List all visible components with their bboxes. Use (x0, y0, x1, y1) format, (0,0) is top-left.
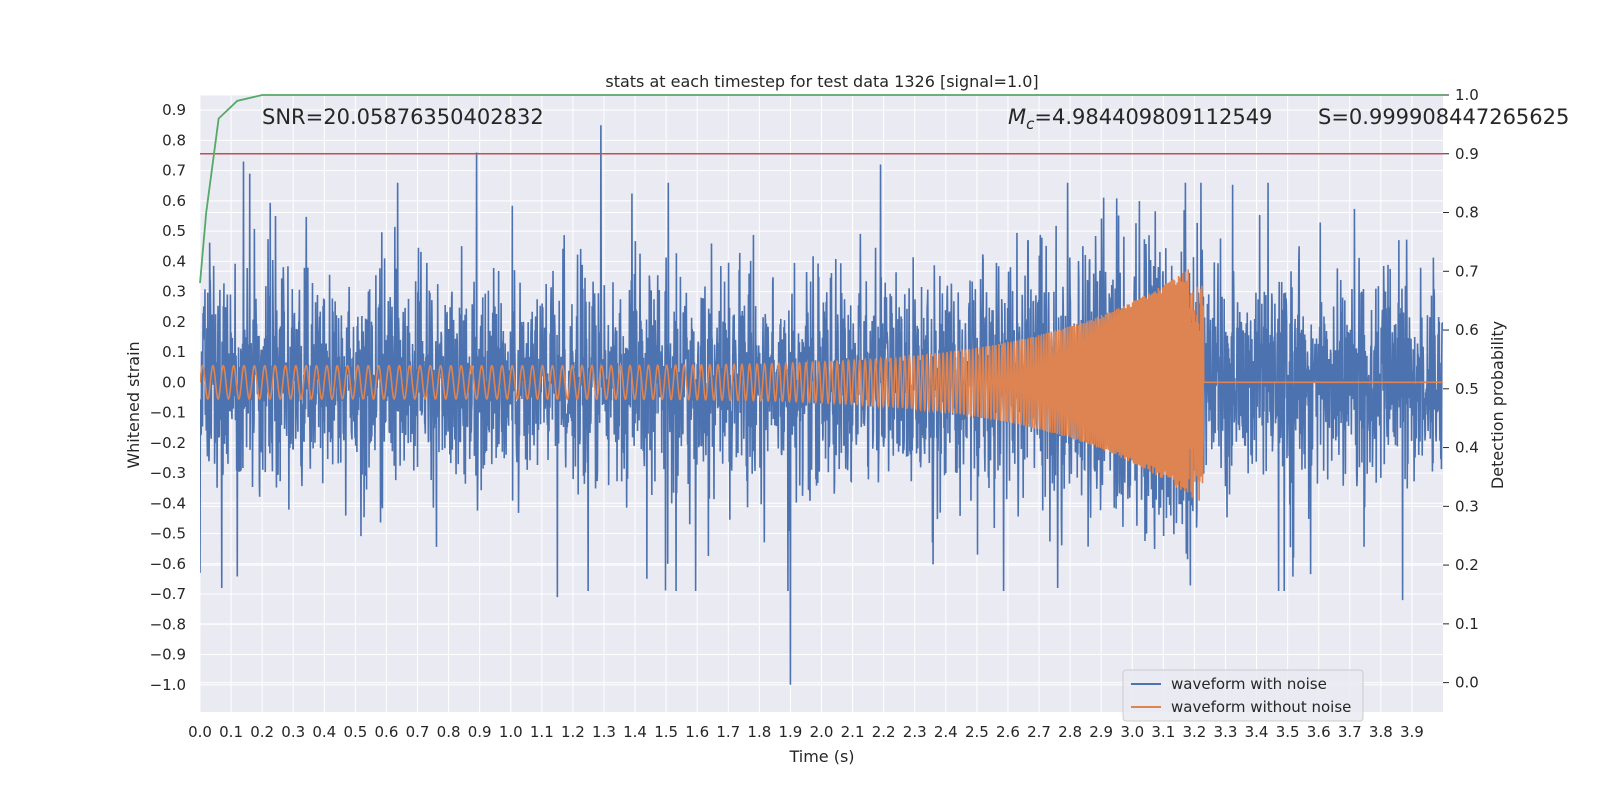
x-tick-label: 0.7 (406, 723, 430, 741)
legend-label-clean: waveform without noise (1171, 698, 1351, 716)
y2-tick-label: 0.5 (1455, 380, 1479, 398)
x-tick-label: 0.5 (343, 723, 367, 741)
x-tick-label: 3.6 (1307, 723, 1331, 741)
y2-tick-label: 1.0 (1455, 86, 1479, 104)
y2-tick-label: 0.6 (1455, 321, 1479, 339)
x-tick-label: 0.6 (375, 723, 399, 741)
y2-tick-label: 0.9 (1455, 145, 1479, 163)
x-tick-label: 1.8 (747, 723, 771, 741)
x-tick-label: 2.4 (934, 723, 958, 741)
y-tick-label: −0.1 (150, 404, 186, 422)
y-tick-label: −0.2 (150, 434, 186, 452)
x-tick-label: 0.2 (250, 723, 274, 741)
chirp-mass-subscript: c (1026, 115, 1035, 133)
x-axis-ticks: 0.0 0.1 0.2 0.3 0.4 0.5 0.6 0.7 0.8 0.9 1.0 1.1 1.2 1… (188, 723, 1424, 741)
x-tick-label: 2.9 (1089, 723, 1113, 741)
x-tick-label: 3.1 (1151, 723, 1175, 741)
x-tick-label: 2.7 (1027, 723, 1051, 741)
snr-annotation: SNR=20.05876350402832 (262, 105, 544, 129)
x-tick-label: 1.7 (716, 723, 740, 741)
y-axis-ticks: 0.9 0.8 0.7 0.6 0.5 0.4 0.3 0.2 0.1 0.0 −0.1 −0.2 −0… (150, 101, 186, 694)
y2-tick-label: 0.3 (1455, 497, 1479, 515)
y-tick-label: −0.3 (150, 464, 186, 482)
y-tick-label: 0.0 (162, 373, 186, 391)
y-tick-label: 0.6 (162, 192, 186, 210)
x-tick-label: 0.3 (281, 723, 305, 741)
y-tick-label: −0.9 (150, 646, 186, 664)
y-tick-label: −0.4 (150, 494, 186, 512)
y-tick-label: 0.5 (162, 222, 186, 240)
x-tick-label: 1.2 (561, 723, 585, 741)
x-tick-label: 3.7 (1338, 723, 1362, 741)
x-axis-label: Time (s) (788, 747, 854, 766)
x-tick-label: 3.3 (1214, 723, 1238, 741)
x-tick-label: 0.9 (468, 723, 492, 741)
y2-tick-label: 0.2 (1455, 556, 1479, 574)
y2-tick-label: 0.4 (1455, 439, 1479, 457)
y2-tick-label: 0.0 (1455, 674, 1479, 692)
x-tick-label: 1.4 (623, 723, 647, 741)
y-tick-label: −0.7 (150, 585, 186, 603)
x-tick-label: 2.3 (903, 723, 927, 741)
y-tick-label: 0.4 (162, 252, 186, 270)
x-tick-label: 2.8 (1058, 723, 1082, 741)
x-tick-label: 2.6 (996, 723, 1020, 741)
y-tick-label: −0.6 (150, 555, 186, 573)
x-tick-label: 1.9 (778, 723, 802, 741)
x-tick-label: 3.0 (1120, 723, 1144, 741)
y-tick-label: 0.7 (162, 162, 186, 180)
y-tick-label: −0.5 (150, 525, 186, 543)
x-tick-label: 2.0 (810, 723, 834, 741)
y-axis-label: Whitened strain (124, 341, 143, 468)
x-tick-label: 0.0 (188, 723, 212, 741)
legend-box (1122, 669, 1364, 722)
y-tick-label: 0.9 (162, 101, 186, 119)
x-tick-label: 3.9 (1400, 723, 1424, 741)
x-tick-label: 0.4 (312, 723, 336, 741)
x-tick-label: 3.5 (1276, 723, 1300, 741)
legend-label-noisy: waveform with noise (1171, 675, 1327, 693)
y-tick-label: 0.1 (162, 343, 186, 361)
x-tick-label: 0.1 (219, 723, 243, 741)
y2-tick-label: 0.8 (1455, 204, 1479, 222)
x-tick-label: 2.5 (965, 723, 989, 741)
series-line-clean (200, 269, 1443, 501)
chart-title: stats at each timestep for test data 132… (605, 72, 1038, 91)
chirp-mass-value: =4.984409809112549 (1034, 105, 1272, 129)
score-annotation: S=0.999908447265625 (1318, 105, 1569, 129)
y-tick-label: −0.8 (150, 615, 186, 633)
x-tick-label: 2.2 (872, 723, 896, 741)
y-tick-label: 0.2 (162, 313, 186, 331)
x-tick-label: 1.6 (685, 723, 709, 741)
x-tick-label: 2.1 (841, 723, 865, 741)
y2-axis-ticks: 1.0 0.9 0.8 0.7 0.6 0.5 0.4 0.3 0.2 0.1 0.0 (1443, 86, 1479, 692)
x-tick-label: 0.8 (437, 723, 461, 741)
chirp-mass-symbol: M (1008, 105, 1026, 129)
series-layer (199, 94, 1443, 685)
y2-axis-label: Detection probability (1488, 321, 1507, 489)
x-tick-label: 3.8 (1369, 723, 1393, 741)
legend: waveform with noise waveform without noi… (1122, 669, 1364, 722)
y-tick-label: 0.8 (162, 131, 186, 149)
y2-tick-label: 0.1 (1455, 615, 1479, 633)
x-tick-label: 1.5 (654, 723, 678, 741)
y-tick-label: −1.0 (150, 676, 186, 694)
series-line-probability (199, 94, 1443, 284)
x-tick-label: 1.0 (499, 723, 523, 741)
x-tick-label: 1.3 (592, 723, 616, 741)
chirp-mass-annotation: Mc=4.984409809112549 (1008, 105, 1272, 133)
x-tick-label: 3.4 (1245, 723, 1269, 741)
x-tick-label: 3.2 (1182, 723, 1206, 741)
y-tick-label: 0.3 (162, 283, 186, 301)
y2-tick-label: 0.7 (1455, 262, 1479, 280)
x-tick-label: 1.1 (530, 723, 554, 741)
